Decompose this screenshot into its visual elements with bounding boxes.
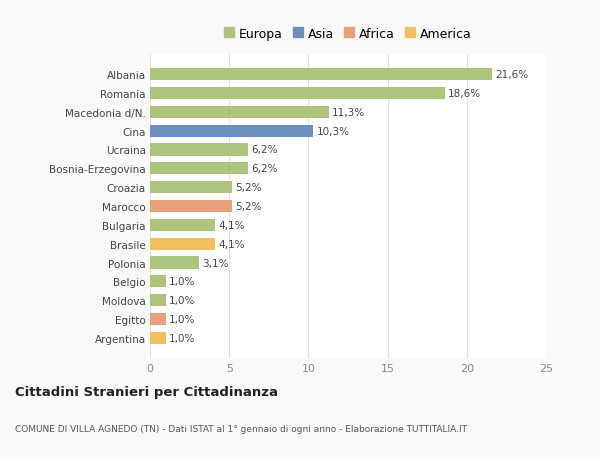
Bar — [150, 276, 166, 288]
Text: 4,1%: 4,1% — [218, 220, 245, 230]
Bar — [150, 125, 313, 137]
Text: 11,3%: 11,3% — [332, 107, 365, 118]
Bar — [150, 238, 215, 250]
Bar — [150, 201, 232, 213]
Bar — [150, 69, 492, 81]
Text: 10,3%: 10,3% — [316, 126, 349, 136]
Legend: Europa, Asia, Africa, America: Europa, Asia, Africa, America — [221, 25, 475, 43]
Text: 4,1%: 4,1% — [218, 239, 245, 249]
Text: 18,6%: 18,6% — [448, 89, 481, 99]
Text: 21,6%: 21,6% — [496, 70, 529, 80]
Bar — [150, 219, 215, 231]
Bar — [150, 332, 166, 344]
Text: 1,0%: 1,0% — [169, 333, 196, 343]
Text: 5,2%: 5,2% — [236, 202, 262, 212]
Bar — [150, 182, 232, 194]
Bar — [150, 106, 329, 119]
Text: 5,2%: 5,2% — [236, 183, 262, 193]
Bar — [150, 294, 166, 307]
Text: 1,0%: 1,0% — [169, 277, 196, 287]
Bar — [150, 144, 248, 156]
Text: 1,0%: 1,0% — [169, 296, 196, 306]
Text: 3,1%: 3,1% — [202, 258, 229, 268]
Bar — [150, 88, 445, 100]
Text: Cittadini Stranieri per Cittadinanza: Cittadini Stranieri per Cittadinanza — [15, 385, 278, 398]
Text: 6,2%: 6,2% — [251, 164, 278, 174]
Text: 6,2%: 6,2% — [251, 145, 278, 155]
Bar — [150, 257, 199, 269]
Text: COMUNE DI VILLA AGNEDO (TN) - Dati ISTAT al 1° gennaio di ogni anno - Elaborazio: COMUNE DI VILLA AGNEDO (TN) - Dati ISTAT… — [15, 425, 467, 433]
Text: 1,0%: 1,0% — [169, 314, 196, 325]
Bar — [150, 313, 166, 325]
Bar — [150, 163, 248, 175]
